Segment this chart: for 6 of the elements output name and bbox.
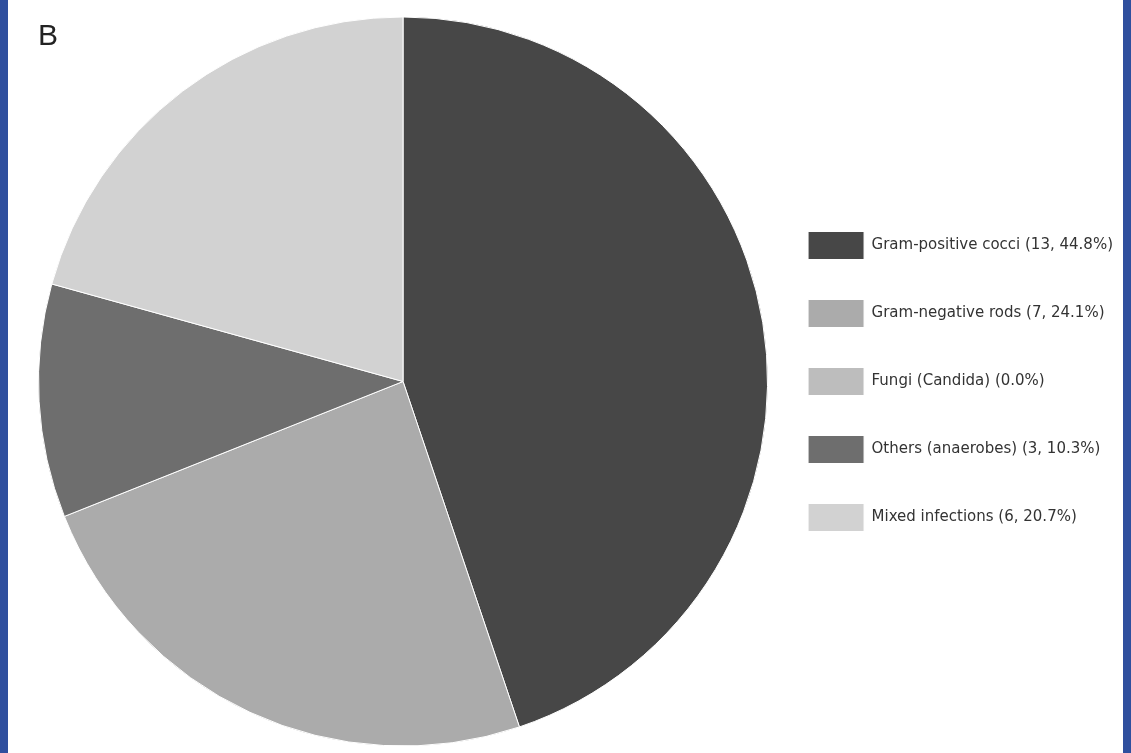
chart-title: B [38,18,59,52]
legend-label: Others (anaerobes) (3, 10.3%) [871,439,1101,458]
legend-label: Gram-positive cocci (13, 44.8%) [871,235,1114,254]
legend-label: Fungi (Candida) (0.0%) [871,371,1045,390]
legend-label: Mixed infections (6, 20.7%) [871,507,1077,526]
legend-label: Gram-negative rods (7, 24.1%) [871,303,1105,322]
